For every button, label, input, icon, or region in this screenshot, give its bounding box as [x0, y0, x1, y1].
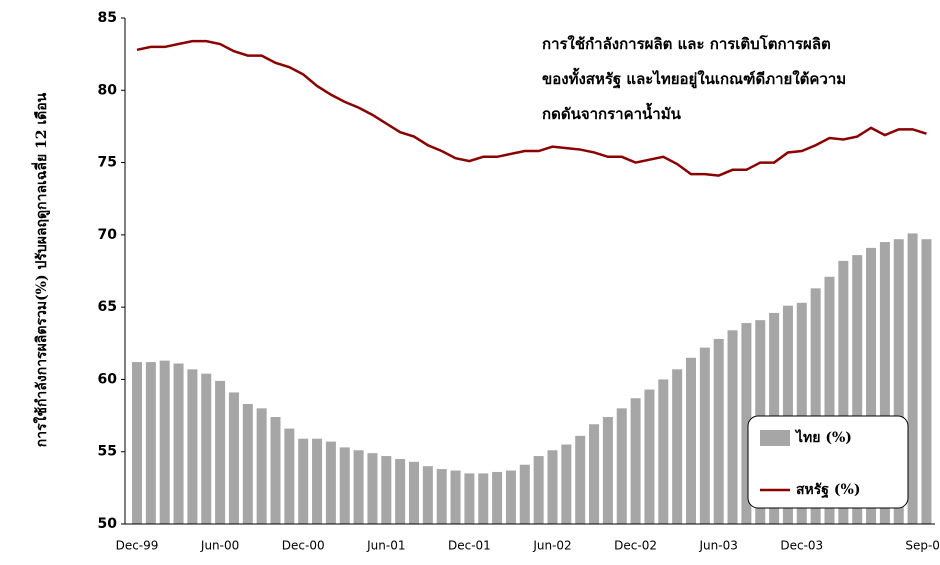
- bar: [672, 369, 683, 524]
- x-tick-label: Jun-01: [366, 539, 405, 553]
- x-tick-label: Jun-03: [699, 539, 738, 553]
- bar: [810, 288, 821, 524]
- bar: [533, 456, 544, 524]
- bar: [173, 363, 184, 524]
- bar: [201, 373, 212, 524]
- bar: [602, 417, 613, 524]
- bar: [644, 389, 655, 524]
- y-tick-label: 80: [98, 82, 118, 98]
- bar: [450, 470, 461, 524]
- y-tick-label: 60: [98, 371, 118, 387]
- y-tick-label: 55: [98, 444, 117, 460]
- x-tick-label: Dec-03: [780, 539, 823, 553]
- annotation: การใช้กำลังการผลิต และ การเติบโตการผลิต: [542, 34, 831, 53]
- bar: [866, 247, 877, 524]
- annotation: กดดันจากราคาน้ำมัน: [542, 102, 682, 123]
- bar: [270, 417, 281, 524]
- bar: [242, 404, 253, 524]
- bar: [187, 369, 198, 524]
- bar: [852, 255, 863, 524]
- bar: [713, 338, 724, 524]
- y-tick-label: 75: [98, 155, 117, 171]
- x-tick-label: Jun-02: [532, 539, 571, 553]
- y-tick-label: 65: [98, 299, 117, 315]
- bar: [575, 435, 586, 524]
- x-tick-label: Dec-02: [614, 539, 657, 553]
- x-tick-label: Jun-00: [200, 539, 239, 553]
- bar: [228, 392, 239, 524]
- bar: [215, 380, 226, 524]
- bar: [561, 444, 572, 524]
- bar: [616, 408, 627, 524]
- bar: [312, 438, 323, 524]
- bar: [741, 323, 752, 524]
- bar: [436, 469, 447, 524]
- bar: [893, 239, 904, 525]
- bar: [519, 464, 530, 524]
- legend-swatch: [760, 430, 790, 446]
- bar: [145, 362, 156, 524]
- bar: [367, 453, 378, 524]
- x-tick-label: Sep-04: [905, 539, 940, 553]
- bar: [686, 357, 696, 524]
- x-tick-label: Dec-01: [448, 539, 491, 553]
- y-tick-label: 85: [98, 10, 117, 26]
- x-tick-label: Dec-99: [116, 539, 159, 553]
- bar: [159, 360, 170, 524]
- bar: [353, 450, 364, 524]
- bar: [339, 447, 350, 524]
- bar: [132, 362, 142, 524]
- bar: [256, 408, 267, 524]
- bar: [727, 330, 738, 524]
- bar: [699, 347, 710, 524]
- bar: [381, 456, 392, 524]
- bar: [284, 428, 295, 524]
- y-tick-label: 50: [98, 516, 118, 532]
- bar: [464, 473, 475, 524]
- bar: [325, 441, 336, 524]
- bar: [409, 461, 419, 524]
- bar: [422, 466, 433, 524]
- bar: [658, 379, 669, 524]
- annotation: ของทั้งสหรัฐ และไทยอยู่ในเกณฑ์ดีภายใต้คว…: [542, 67, 846, 89]
- bar: [824, 276, 835, 524]
- x-tick-label: Dec-00: [282, 539, 325, 553]
- bar: [492, 471, 503, 524]
- y-axis-label: การใช้กำลังการผลิตรวม(%) ปรับผลฤดูกาลเฉล…: [31, 92, 50, 447]
- bar: [907, 233, 918, 524]
- bar: [298, 438, 309, 524]
- legend-label: สหรัฐ (%): [796, 482, 860, 499]
- bar: [478, 473, 489, 524]
- legend-label: ไทย (%): [794, 428, 852, 446]
- bar: [921, 239, 932, 525]
- bar: [505, 470, 516, 524]
- bar: [782, 305, 793, 524]
- bar: [796, 302, 807, 524]
- y-tick-label: 70: [98, 227, 118, 243]
- bar: [879, 242, 890, 525]
- bar: [589, 424, 600, 524]
- line: [136, 39, 927, 177]
- bar: [547, 450, 558, 524]
- bar: [395, 458, 406, 524]
- bar: [838, 260, 849, 524]
- bar: [630, 398, 641, 524]
